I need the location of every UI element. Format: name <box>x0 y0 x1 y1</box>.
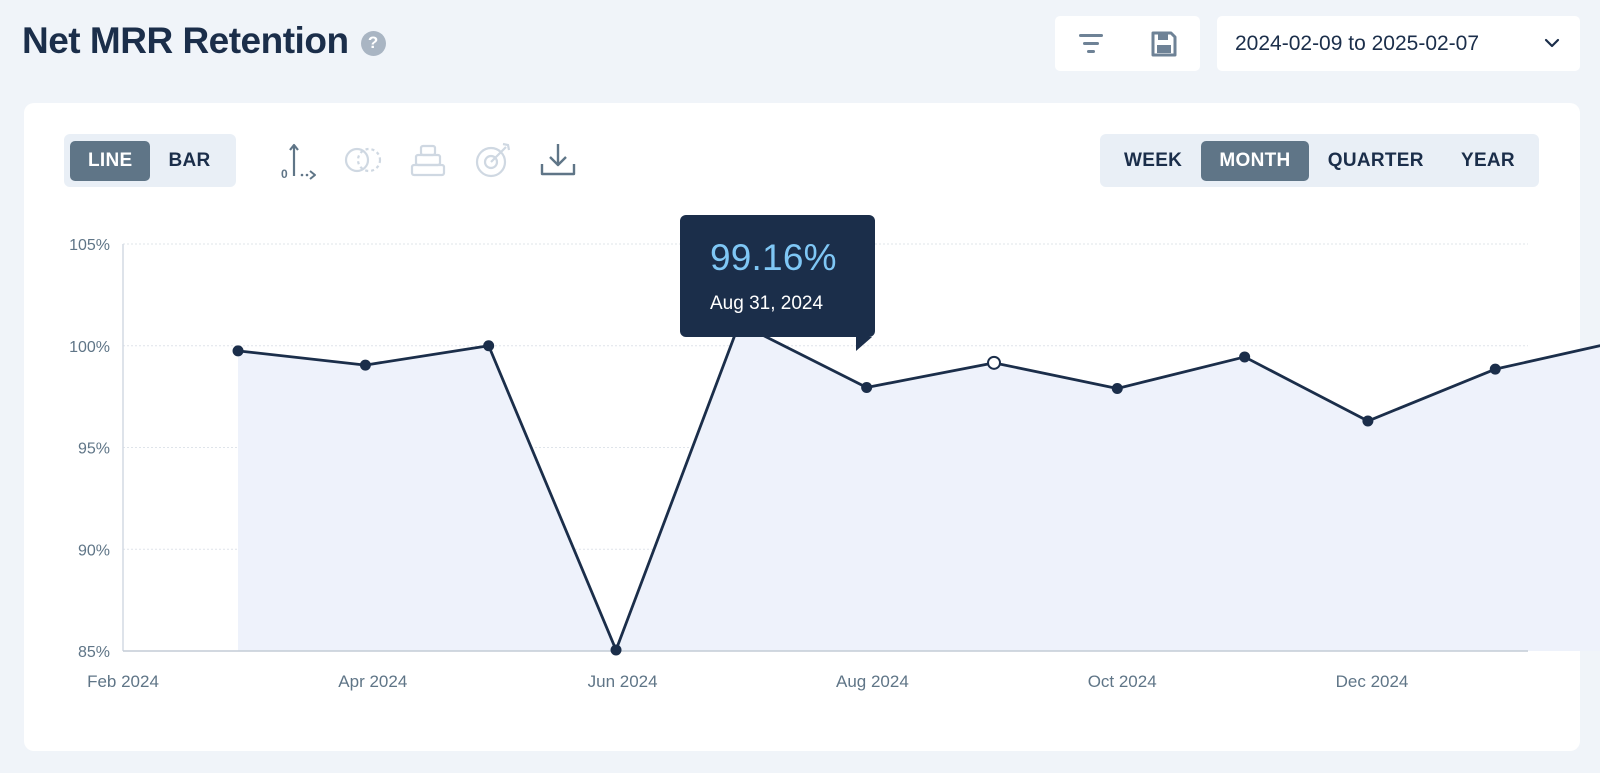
period-year[interactable]: YEAR <box>1460 149 1515 171</box>
period-week[interactable]: WEEK <box>1124 149 1183 171</box>
tooltip-date: Aug 31, 2024 <box>710 293 824 314</box>
data-point <box>1362 415 1374 427</box>
chart-type-line[interactable]: LINE <box>70 140 151 181</box>
data-point <box>359 359 371 371</box>
x-tick-label: Dec 2024 <box>1336 672 1409 691</box>
x-tick-label: Apr 2024 <box>338 672 407 691</box>
y-tick-label: 100% <box>69 339 110 356</box>
data-point <box>610 644 622 656</box>
y-tick-label: 105% <box>69 237 110 254</box>
highlighted-point <box>987 355 1002 370</box>
chart-type-toggle: LINE BAR <box>64 134 236 187</box>
save-icon[interactable] <box>1144 24 1184 64</box>
data-point <box>232 345 244 357</box>
tooltip-value: 99.16% <box>710 237 837 278</box>
chart-type-bar[interactable]: BAR <box>168 149 211 171</box>
help-icon[interactable]: ? <box>360 30 386 56</box>
data-point <box>1239 351 1251 363</box>
download-icon[interactable] <box>534 136 581 183</box>
stack-icon <box>404 136 451 183</box>
data-point <box>1111 382 1123 394</box>
date-range-select[interactable]: 2024-02-09 to 2025-02-07 <box>1217 16 1580 71</box>
period-toggle: WEEK MONTH QUARTER YEAR <box>1100 134 1539 187</box>
x-tick-label: Oct 2024 <box>1088 672 1157 691</box>
chevron-down-icon <box>1544 35 1560 53</box>
y-tick-label: 90% <box>78 542 110 559</box>
svg-text:0: 0 <box>281 167 288 180</box>
data-point <box>861 381 873 393</box>
date-range-value: 2024-02-09 to 2025-02-07 <box>1235 31 1480 55</box>
period-month[interactable]: MONTH <box>1201 140 1309 181</box>
data-point <box>483 340 495 352</box>
y-tick-label: 95% <box>78 441 110 458</box>
header-toolbar <box>1055 16 1200 71</box>
x-tick-label: Aug 2024 <box>836 672 909 691</box>
compare-icon <box>339 136 386 183</box>
x-tick-label: Feb 2024 <box>87 672 159 691</box>
y-tick-label: 85% <box>78 644 110 661</box>
page-header: Net MRR Retention ? <box>22 20 386 62</box>
area-fill <box>238 323 1600 651</box>
data-point <box>1489 363 1501 375</box>
chart-tooltip: 99.16% Aug 31, 2024 <box>680 215 875 351</box>
period-quarter[interactable]: QUARTER <box>1327 149 1424 171</box>
goal-icon <box>469 136 516 183</box>
series-line <box>237 321 1600 652</box>
axis-icon[interactable]: 0 <box>274 136 321 183</box>
filter-icon[interactable] <box>1071 24 1111 64</box>
page-title: Net MRR Retention <box>22 20 349 61</box>
x-tick-label: Jun 2024 <box>588 672 658 691</box>
chart-tools: 0 <box>274 136 581 183</box>
